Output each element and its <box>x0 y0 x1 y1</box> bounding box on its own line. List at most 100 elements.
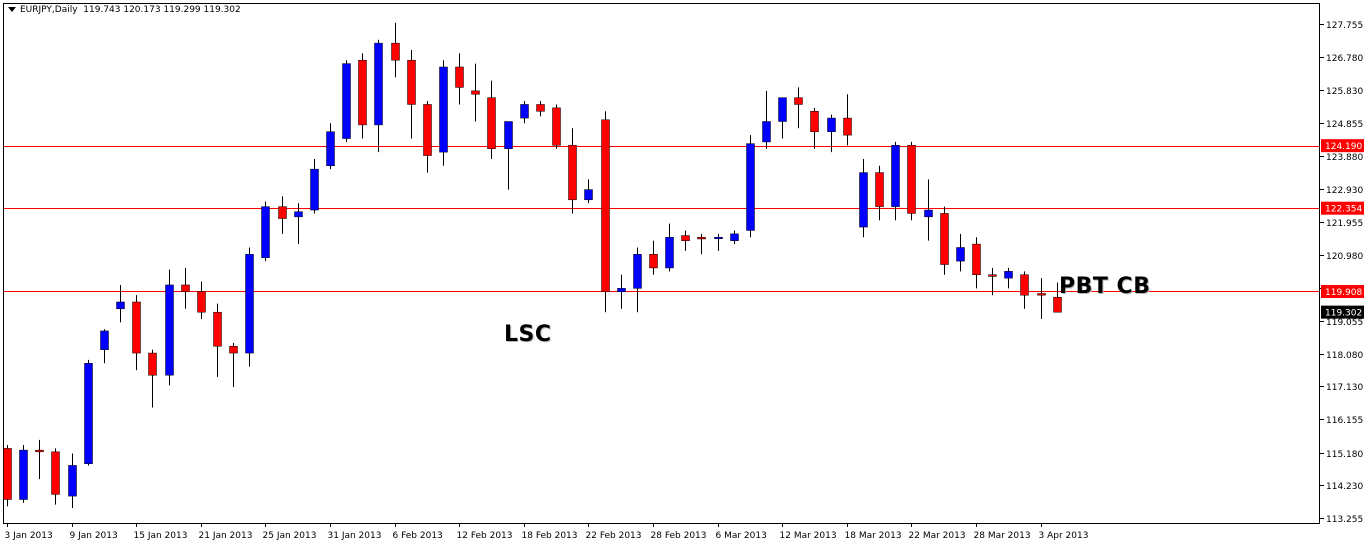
candle-body <box>261 206 270 258</box>
current-price-tag-label: 119.302 <box>1325 309 1362 319</box>
candle-body <box>213 311 222 347</box>
candle-body <box>423 104 432 156</box>
candle-body <box>358 59 367 126</box>
x-tick-label: 18 Feb 2013 <box>522 531 578 541</box>
level-price-tag-box <box>1321 139 1364 153</box>
chart-header: EURJPY,Daily 119.743 120.173 119.299 119… <box>8 5 241 15</box>
candle-body <box>245 254 254 354</box>
x-tick-label: 6 Mar 2013 <box>716 531 767 541</box>
candle-body <box>471 90 480 95</box>
candle-body <box>649 254 658 269</box>
x-tick-label: 3 Jan 2013 <box>5 531 53 541</box>
y-tick-label: 124.855 <box>1326 120 1363 130</box>
candle-body <box>697 237 706 240</box>
candle-body <box>794 97 803 105</box>
y-tick-label: 126.780 <box>1326 54 1363 64</box>
candle-body <box>1020 274 1029 296</box>
candle-body <box>891 145 900 207</box>
candle-body <box>374 42 383 126</box>
candle-body <box>714 237 723 240</box>
candle-body <box>681 235 690 241</box>
candle-body <box>956 247 965 262</box>
x-tick-label: 9 Jan 2013 <box>70 531 118 541</box>
horizontal-levels <box>4 146 1319 292</box>
candle-body <box>1004 271 1013 279</box>
candle-body <box>35 449 44 453</box>
candle-body <box>730 233 739 241</box>
level-price-tag-box <box>1321 201 1364 215</box>
candle-body <box>617 288 626 293</box>
y-tick-label: 119.055 <box>1326 318 1363 328</box>
candle-body <box>197 291 206 313</box>
annotation-lsc: LSC <box>504 322 552 347</box>
candle-body <box>778 97 787 122</box>
candle-body <box>148 352 157 376</box>
candle-body <box>165 284 174 376</box>
y-tick-label: 123.880 <box>1326 153 1363 163</box>
candle-body <box>859 172 868 228</box>
candle-body <box>68 465 77 497</box>
time-axis: 3 Jan 2013 9 Jan 2013 15 Jan 2013 21 Jan 20… <box>5 523 1088 541</box>
x-tick-label: 31 Jan 2013 <box>328 531 382 541</box>
x-tick-label: 18 Mar 2013 <box>845 531 902 541</box>
candle-body <box>746 143 755 231</box>
level-price-tag-label: 124.190 <box>1325 142 1362 152</box>
candle-body <box>278 206 287 219</box>
candle-body <box>294 211 303 218</box>
y-tick-label: 120.980 <box>1326 252 1363 262</box>
candle-body <box>181 284 190 293</box>
candle-body <box>584 189 593 201</box>
candle-body <box>504 121 513 149</box>
candle-body <box>3 448 12 500</box>
candle-body <box>665 237 674 269</box>
candles <box>3 22 1062 509</box>
x-tick-label: 22 Mar 2013 <box>909 531 966 541</box>
symbol-label: EURJPY,Daily <box>20 5 78 15</box>
candle-body <box>407 59 416 105</box>
candle-body <box>229 346 238 354</box>
candle-body <box>762 121 771 143</box>
candle-body <box>552 107 561 146</box>
candle-body <box>827 117 836 132</box>
candle-body <box>439 66 448 153</box>
y-tick-label: 122.930 <box>1326 186 1363 196</box>
y-tick-label: 118.080 <box>1326 351 1363 361</box>
x-tick-label: 28 Mar 2013 <box>974 531 1031 541</box>
candle-body <box>907 145 916 214</box>
candle-body <box>51 451 60 495</box>
price-axis: 127.755 126.780 125.830 124.855 123.880 122.9… <box>1320 21 1363 525</box>
candle-body <box>568 145 577 201</box>
candle-body <box>988 274 997 277</box>
plot-area[interactable] <box>3 3 1320 524</box>
x-tick-label: 6 Feb 2013 <box>393 531 443 541</box>
level-price-tag-label: 122.354 <box>1325 205 1362 215</box>
y-tick-label: 127.755 <box>1326 21 1363 31</box>
annotation-pbt-cb: PBT CB <box>1059 274 1151 299</box>
dropdown-triangle-icon[interactable] <box>8 7 16 12</box>
candle-body <box>100 330 109 350</box>
candle-body <box>924 209 933 218</box>
candle-body <box>520 104 529 119</box>
y-tick-label: 125.830 <box>1326 87 1363 97</box>
x-tick-label: 25 Jan 2013 <box>263 531 317 541</box>
y-tick-label: 116.155 <box>1326 416 1363 426</box>
x-tick-label: 15 Jan 2013 <box>134 531 188 541</box>
candle-body <box>310 168 319 211</box>
current-price-tag-box <box>1321 305 1364 319</box>
x-tick-label: 28 Feb 2013 <box>651 531 707 541</box>
level-price-tag-box <box>1321 284 1364 298</box>
candle-body <box>84 363 93 464</box>
y-tick-label: 114.230 <box>1326 482 1363 492</box>
y-tick-label: 115.180 <box>1326 450 1363 460</box>
candle-body <box>1053 296 1062 313</box>
candle-body <box>455 66 464 88</box>
level-price-tag-label: 119.908 <box>1325 288 1362 298</box>
candle-body <box>810 111 819 132</box>
x-tick-label: 12 Feb 2013 <box>457 531 513 541</box>
candle-body <box>342 63 351 139</box>
ohlc-readout: 119.743 120.173 119.299 119.302 <box>83 5 241 15</box>
x-tick-label: 21 Jan 2013 <box>199 531 253 541</box>
candle-body <box>391 42 400 61</box>
candle-body <box>843 117 852 136</box>
